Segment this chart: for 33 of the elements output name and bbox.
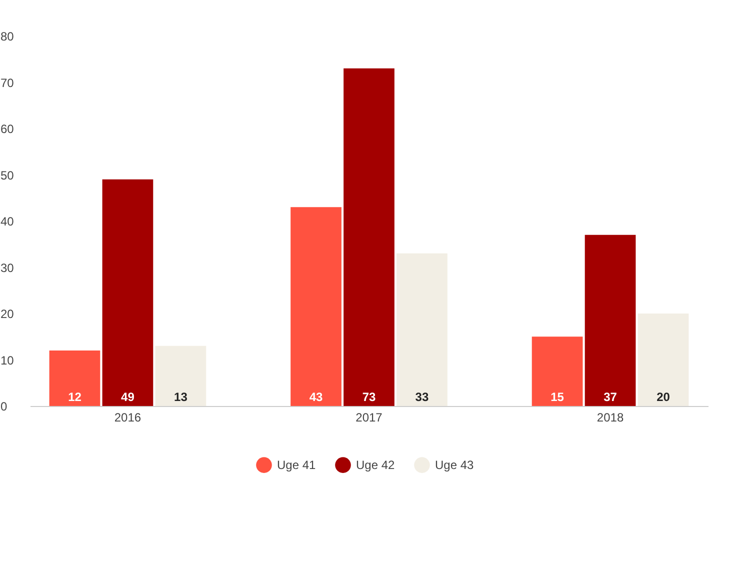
bar xyxy=(532,336,583,406)
x-tick-label: 2018 xyxy=(596,410,624,424)
y-tick-label: 20 xyxy=(0,307,14,321)
y-tick-label: 0 xyxy=(0,400,8,414)
data-label: 20 xyxy=(656,390,670,404)
bar xyxy=(102,179,154,406)
data-label: 13 xyxy=(174,390,188,404)
y-tick-label: 30 xyxy=(0,260,14,275)
bar xyxy=(290,207,342,406)
data-label: 73 xyxy=(362,390,376,404)
data-label: 49 xyxy=(121,390,135,404)
data-label: 12 xyxy=(68,390,82,404)
bar xyxy=(638,314,689,406)
data-label: 15 xyxy=(550,390,564,404)
bar xyxy=(155,346,206,406)
x-tick-label: 2017 xyxy=(356,410,383,424)
bar xyxy=(396,253,448,406)
y-tick-label: 40 xyxy=(0,214,14,228)
data-label: 33 xyxy=(415,390,429,404)
data-label: 43 xyxy=(309,390,324,404)
legend-label: Uge 42 xyxy=(356,458,396,472)
y-tick-label: 60 xyxy=(0,122,14,136)
y-tick-label: 80 xyxy=(0,30,14,44)
y-tick-label: 50 xyxy=(0,168,14,182)
bar xyxy=(584,234,636,406)
y-tick-label: 10 xyxy=(0,353,14,368)
bar xyxy=(49,350,100,406)
legend-label: Uge 43 xyxy=(435,458,474,472)
bar xyxy=(344,68,394,406)
y-tick-label: 70 xyxy=(0,76,14,90)
legend-label: Uge 41 xyxy=(277,458,316,472)
data-label: 37 xyxy=(604,390,618,404)
x-tick-label: 2016 xyxy=(114,410,142,424)
